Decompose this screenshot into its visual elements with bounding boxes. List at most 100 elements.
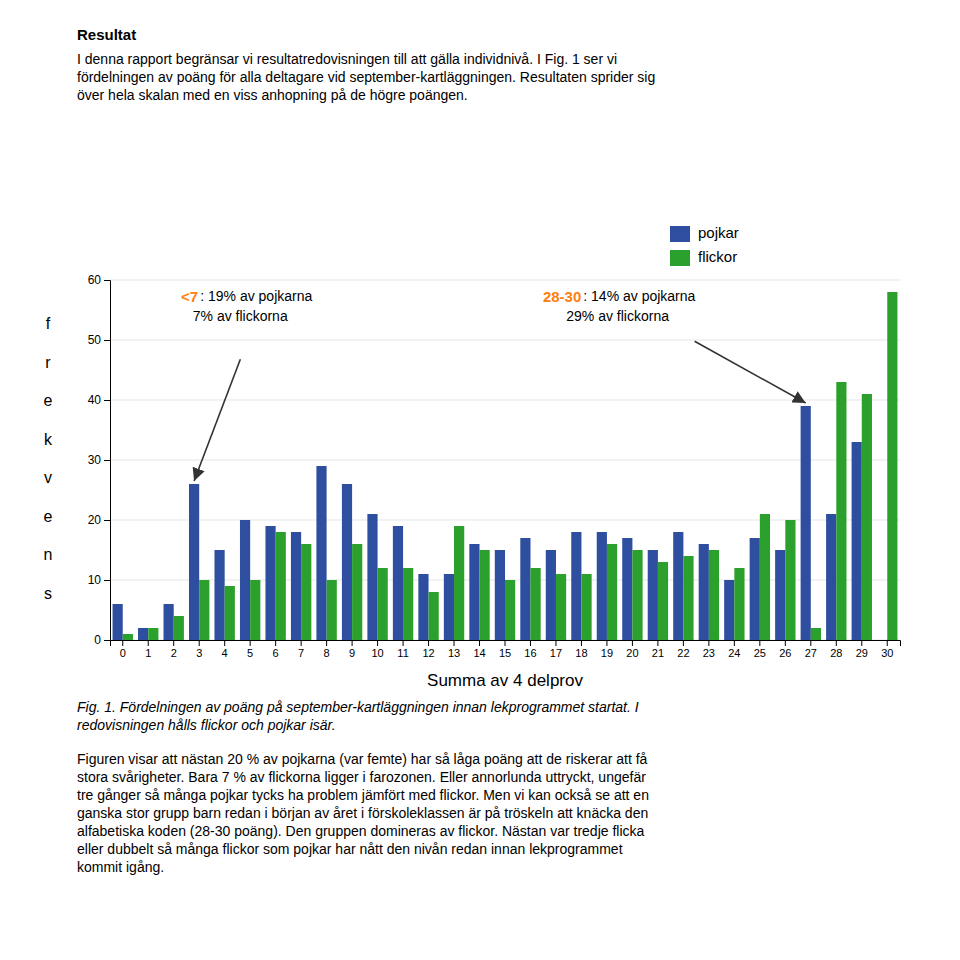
grid-line (110, 340, 900, 341)
x-tick-mark (301, 640, 302, 646)
x-tick-label: 0 (120, 647, 126, 659)
bar-series (113, 406, 862, 640)
x-tick: 18 (575, 640, 587, 659)
x-tick: 25 (754, 640, 766, 659)
x-tick-label: 21 (652, 647, 664, 659)
bar (826, 514, 836, 640)
grid-line (110, 460, 900, 461)
y-tick-label: 20 (88, 513, 102, 527)
plot-area: 0123456789101112131415161718192021222324… (88, 273, 901, 658)
y-tick: 0 (94, 633, 110, 647)
x-tick-mark (377, 640, 378, 646)
x-tick: 9 (349, 640, 355, 659)
annotation-text: : 19% av pojkarna (200, 288, 312, 304)
bar (699, 544, 709, 640)
x-tick-mark (606, 640, 607, 646)
x-tick: 16 (524, 640, 536, 659)
y-tick: 40 (88, 393, 110, 407)
bar (418, 574, 428, 640)
x-tick-label: 1 (145, 647, 151, 659)
x-tick: 1 (145, 640, 151, 659)
annotation-label: <7 (181, 288, 198, 305)
x-tick: 12 (422, 640, 434, 659)
bar (327, 580, 337, 640)
x-tick: 8 (324, 640, 330, 659)
bar (378, 568, 388, 640)
bar (760, 514, 770, 640)
x-axis: 0123456789101112131415161718192021222324… (111, 640, 901, 659)
x-tick-label: 25 (754, 647, 766, 659)
y-tick: 50 (88, 333, 110, 347)
text-above: fördelningen av poäng för alla deltagare… (77, 69, 655, 85)
bar (342, 484, 352, 640)
bar (199, 580, 209, 640)
x-tick: 14 (473, 640, 485, 659)
x-tick-label: 10 (371, 647, 383, 659)
bar (367, 514, 377, 640)
x-tick-label: 30 (881, 647, 893, 659)
bar (174, 616, 184, 640)
x-tick-mark (632, 640, 633, 646)
bar (189, 484, 199, 640)
bar (836, 382, 846, 640)
bar (444, 574, 454, 640)
bar-series (123, 292, 898, 640)
bar (648, 550, 658, 640)
text-below: Figuren visar att nästan 20 % av pojkarn… (77, 751, 648, 767)
bar (164, 604, 174, 640)
bars (113, 292, 898, 640)
x-tick: 6 (273, 640, 279, 659)
x-tick: 7 (298, 640, 304, 659)
x-tick-label: 9 (349, 647, 355, 659)
bar (581, 574, 591, 640)
bar (214, 550, 224, 640)
annotation-arrow (695, 341, 806, 403)
x-tick-mark (861, 640, 862, 646)
bar (225, 586, 235, 640)
bar (469, 544, 479, 640)
legend-swatch (670, 250, 690, 266)
x-tick: 30 (881, 640, 893, 659)
x-tick-label: 14 (473, 647, 485, 659)
bar (393, 526, 403, 640)
x-tick: 28 (830, 640, 842, 659)
x-tick: 19 (601, 640, 613, 659)
x-tick-label: 16 (524, 647, 536, 659)
x-tick: 27 (805, 640, 817, 659)
bar (709, 550, 719, 640)
bar (801, 406, 811, 640)
x-tick-mark (173, 640, 174, 646)
x-tick-label: 18 (575, 647, 587, 659)
grid (110, 280, 900, 640)
y-tick-mark (104, 640, 110, 641)
x-tick-label: 29 (856, 647, 868, 659)
x-tick-label: 23 (703, 647, 715, 659)
bar (454, 526, 464, 640)
annotation-text: : 14% av pojkarna (583, 288, 695, 304)
text-above: I denna rapport begränsar vi resultatred… (77, 51, 617, 67)
bar (852, 442, 862, 640)
x-tick: 21 (652, 640, 664, 659)
x-tick-label: 11 (397, 647, 408, 659)
bar (811, 628, 821, 640)
bar (429, 592, 439, 640)
chart: ResultatI denna rapport begränsar vi res… (0, 0, 960, 960)
x-tick: 0 (120, 640, 126, 659)
x-tick-label: 3 (196, 647, 202, 659)
x-tick-mark (555, 640, 556, 646)
x-tick: 26 (779, 640, 791, 659)
annotations: <7: 19% av pojkarna 7% av flickorna28-30… (181, 288, 806, 481)
x-tick-mark (275, 640, 276, 646)
x-tick: 15 (499, 640, 511, 659)
y-tick-mark (104, 340, 110, 341)
y-tick-mark (104, 400, 110, 401)
x-tick-label: 13 (448, 647, 460, 659)
grid-line (110, 280, 900, 281)
bar (316, 466, 326, 640)
x-tick: 3 (196, 640, 202, 659)
x-tick-mark (199, 640, 200, 646)
text-below: kommit igång. (77, 859, 164, 875)
x-tick-mark (250, 640, 251, 646)
bar (683, 556, 693, 640)
x-tick-label: 15 (499, 647, 511, 659)
